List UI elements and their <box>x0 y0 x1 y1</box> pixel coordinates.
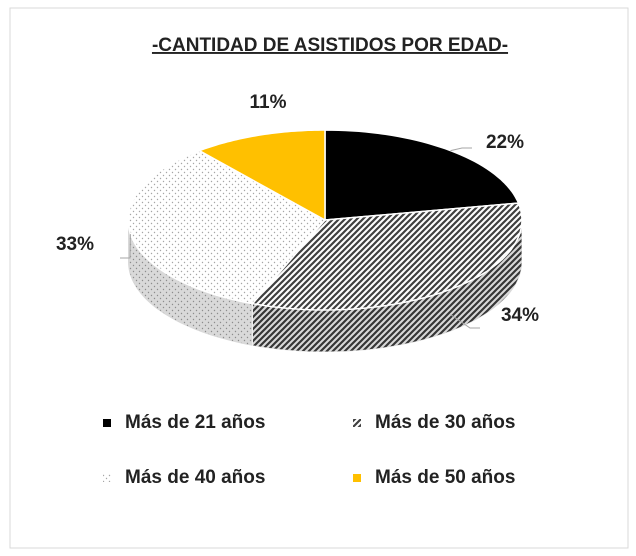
data-label: 33% <box>56 234 94 255</box>
leader-line <box>450 147 472 152</box>
slice <box>251 202 523 311</box>
slice-side-shade <box>252 220 522 352</box>
data-label: 22% <box>486 132 524 153</box>
legend-label: Más de 30 años <box>375 412 515 433</box>
legend-swatch <box>353 474 361 482</box>
legend-swatch <box>353 419 361 427</box>
data-label: 11% <box>250 92 287 113</box>
slice <box>197 129 326 222</box>
chart-title: -CANTIDAD DE ASISTIDOS POR EDAD- <box>152 35 508 56</box>
legend-label: Más de 40 años <box>125 467 265 488</box>
leader-line <box>450 314 480 329</box>
data-label: 34% <box>501 305 539 326</box>
leader-line <box>120 234 131 259</box>
legend-swatch <box>103 419 111 427</box>
slice-side-shade <box>128 220 253 346</box>
legend-label: Más de 21 años <box>125 412 265 433</box>
legend-label: Más de 50 años <box>375 467 515 488</box>
legend-swatch <box>103 474 111 482</box>
